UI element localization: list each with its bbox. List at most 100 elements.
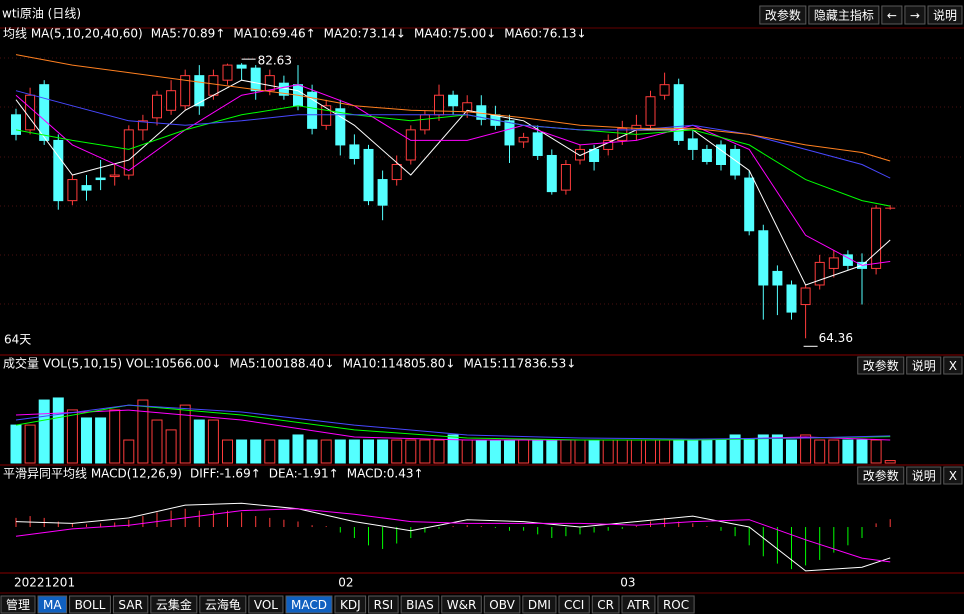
button-frame	[368, 595, 399, 614]
toolbar-button[interactable]: CR	[591, 595, 620, 614]
volume-bar	[292, 434, 304, 464]
candle-body	[434, 94, 444, 116]
legend-entry: MA10:69.46↑	[233, 27, 315, 41]
button[interactable]: ←	[881, 5, 903, 25]
toolbar-button[interactable]: SAR	[112, 595, 149, 614]
button-label: ATR	[627, 598, 650, 612]
legend-entry: 均线 MA(5,10,20,40,60)	[3, 27, 143, 41]
volume-bar	[842, 439, 854, 464]
toolbar-button[interactable]: ATR	[621, 595, 656, 614]
candle-body	[419, 114, 430, 131]
toolbar-button[interactable]: DMI	[522, 595, 557, 614]
candle-body	[95, 177, 106, 181]
toolbar-button[interactable]: RSI	[368, 595, 399, 614]
button[interactable]: X	[943, 466, 963, 485]
button[interactable]: 改参数	[857, 356, 905, 375]
button-label: 改参数	[863, 358, 899, 373]
button[interactable]: X	[943, 356, 963, 375]
candle-body	[222, 64, 233, 81]
candle-body	[518, 136, 529, 143]
legend-entry: MA5:70.89↑	[151, 27, 226, 41]
volume-bar	[52, 397, 64, 464]
volume-bar	[757, 434, 769, 464]
toolbar-button[interactable]: 云集金	[150, 595, 198, 614]
volume-bar	[405, 439, 417, 464]
volume-bar	[588, 439, 600, 464]
toolbar-button[interactable]: CCI	[558, 595, 590, 614]
ma-line	[15, 90, 891, 179]
volume-bar	[123, 439, 135, 464]
volume-bar	[66, 409, 78, 464]
volume-bar	[800, 434, 812, 464]
volume-bar	[151, 419, 163, 464]
button-frame	[857, 466, 905, 485]
volume-bar	[81, 417, 92, 464]
days-label: 64天	[4, 333, 31, 347]
button-label: SAR	[118, 598, 142, 612]
candle-body	[800, 287, 811, 306]
candle-body	[758, 230, 769, 286]
candle-body	[828, 257, 839, 269]
candle-body	[363, 148, 374, 202]
candle-body	[321, 105, 332, 126]
toolbar-button[interactable]: VOL	[248, 595, 284, 614]
button-frame	[0, 595, 36, 614]
volume-bar	[391, 439, 403, 464]
volume-bar	[363, 439, 374, 464]
button[interactable]: →	[904, 5, 926, 25]
button[interactable]: 说明	[906, 466, 942, 485]
button-frame	[657, 595, 695, 614]
button-frame	[943, 466, 963, 485]
button[interactable]: 改参数	[759, 5, 807, 25]
volume-bar	[433, 439, 445, 464]
candle-body	[575, 148, 585, 161]
volume-bar	[165, 429, 177, 464]
button-frame	[199, 595, 247, 614]
toolbar-button[interactable]: MACD	[285, 595, 333, 614]
candle-body	[405, 129, 416, 161]
button-label: 改参数	[863, 468, 899, 483]
legend-entry: MA15:117836.53↓	[463, 357, 576, 371]
button-frame	[248, 595, 284, 614]
button[interactable]: 说明	[906, 356, 942, 375]
button-label: KDJ	[340, 598, 361, 612]
legend-entry: DIFF:-1.69↑	[190, 467, 261, 481]
candle-body	[137, 120, 148, 131]
toolbar-button[interactable]: W&R	[441, 595, 482, 614]
button[interactable]: 隐藏主指标	[808, 5, 880, 25]
volume-bar	[870, 439, 882, 464]
candle-body	[349, 144, 360, 159]
toolbar-button[interactable]: OBV	[483, 595, 521, 614]
candle-body	[730, 148, 741, 176]
volume-bar	[377, 439, 389, 464]
button-label: CR	[597, 598, 614, 612]
ma-line	[15, 84, 891, 266]
button-label: ←	[887, 9, 897, 23]
volume-bar	[334, 439, 346, 464]
button-frame	[69, 595, 111, 614]
toolbar-button[interactable]: 云海龟	[199, 595, 247, 614]
toolbar-button[interactable]: MA	[37, 595, 68, 614]
ma-line	[15, 54, 891, 162]
button[interactable]: 改参数	[857, 466, 905, 485]
volume-bar	[10, 424, 22, 464]
candle-body	[532, 132, 543, 156]
button[interactable]: 说明	[927, 5, 963, 25]
toolbar-button[interactable]: 管理	[0, 595, 36, 614]
toolbar-button[interactable]: BIAS	[400, 595, 440, 614]
volume-bar	[546, 439, 558, 464]
button-label: CCI	[564, 598, 584, 612]
button-label: RSI	[374, 598, 394, 612]
volume-bar	[659, 439, 671, 464]
button-label: BOLL	[75, 598, 106, 612]
volume-bar	[884, 460, 896, 464]
candle-body	[335, 108, 346, 146]
toolbar-button[interactable]: ROC	[657, 595, 695, 614]
toolbar-button[interactable]: BOLL	[69, 595, 111, 614]
volume-bar	[179, 404, 191, 464]
volume-bar	[771, 434, 783, 464]
button-frame	[334, 595, 367, 614]
candle-body	[250, 67, 261, 92]
toolbar-button[interactable]: KDJ	[334, 595, 367, 614]
